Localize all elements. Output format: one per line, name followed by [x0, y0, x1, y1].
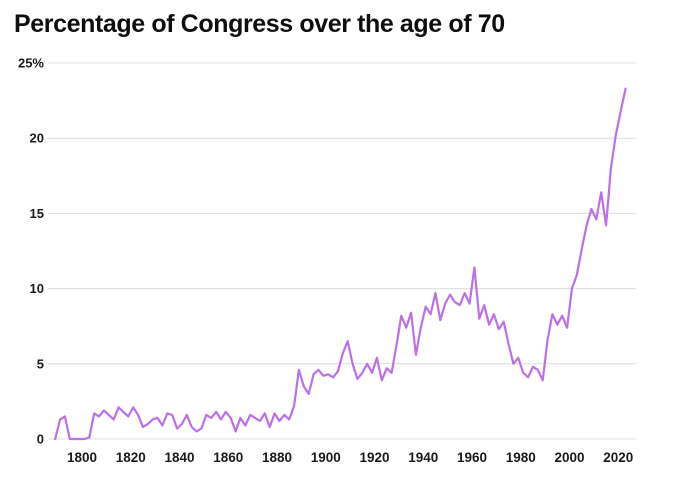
page-title: Percentage of Congress over the age of 7…	[14, 10, 505, 38]
x-axis-tick-label: 1880	[262, 450, 292, 465]
y-axis-tick-label: 5	[37, 356, 44, 371]
y-axis-tick-label: 0	[37, 432, 44, 447]
x-axis-tick-label: 1800	[67, 450, 97, 465]
x-axis-tick-label: 1980	[506, 450, 536, 465]
y-axis-tick-label: 10	[30, 281, 44, 296]
x-axis-tick-label: 2000	[554, 450, 584, 465]
x-axis-tick-label: 1860	[213, 450, 243, 465]
x-axis-tick-label: 1920	[359, 450, 389, 465]
x-axis-tick-label: 2020	[603, 450, 633, 465]
congress-over-70-line	[54, 87, 627, 441]
y-axis-tick-label: 20	[30, 131, 44, 146]
x-axis-tick-label: 1840	[164, 450, 194, 465]
x-axis-tick-label: 1960	[457, 450, 487, 465]
x-axis-tick-label: 1900	[311, 450, 341, 465]
y-axis-tick-label: 25%	[18, 56, 44, 71]
x-axis-tick-label: 1820	[116, 450, 146, 465]
x-axis-tick-label: 1940	[408, 450, 438, 465]
y-axis-tick-label: 15	[30, 206, 44, 221]
